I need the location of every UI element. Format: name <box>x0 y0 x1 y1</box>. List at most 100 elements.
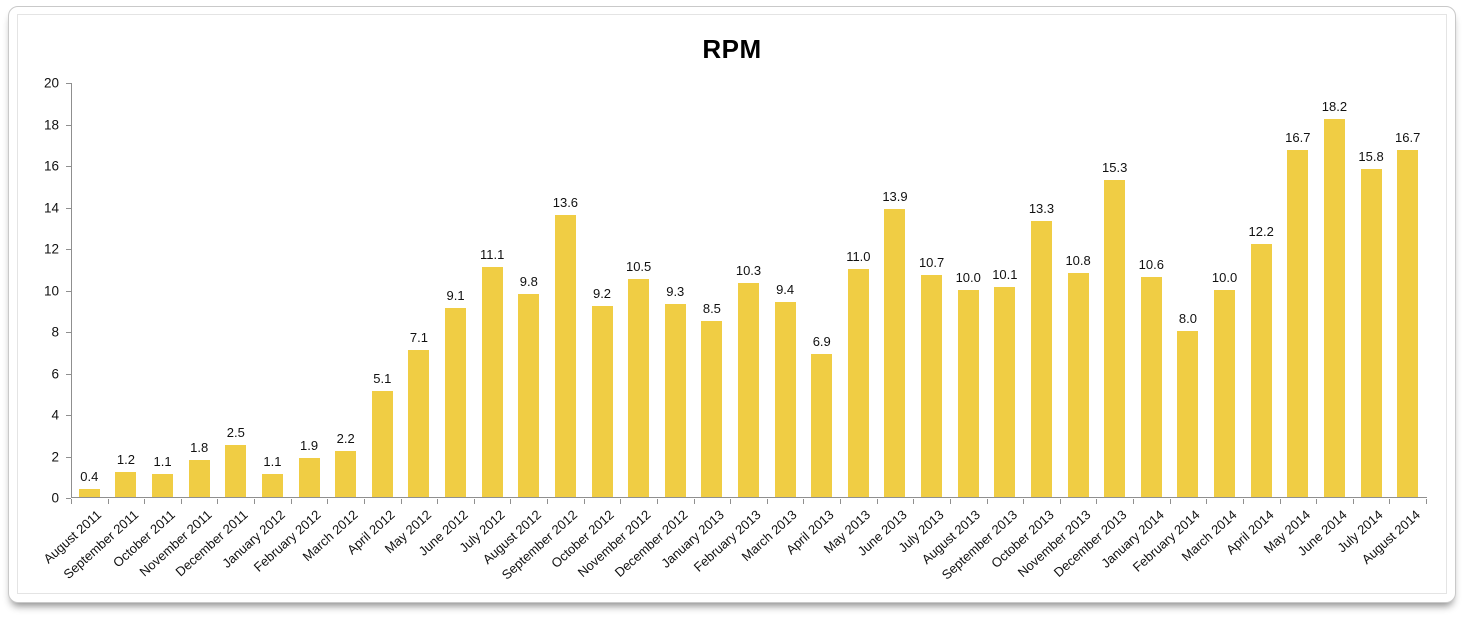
bar <box>1177 331 1199 497</box>
bar-value-label: 1.1 <box>153 454 172 470</box>
bar <box>554 214 576 497</box>
bar <box>298 457 320 497</box>
x-axis-tick <box>71 499 72 504</box>
x-axis-tick <box>949 499 951 504</box>
y-axis-tick-label: 10 <box>43 283 59 298</box>
bar <box>225 445 247 497</box>
x-axis-tick <box>437 499 439 504</box>
x-axis-line <box>71 497 1427 498</box>
x-axis-tick <box>693 499 695 504</box>
y-axis-tick-label: 16 <box>43 158 59 174</box>
bar-value-label: 10.0 <box>955 269 981 285</box>
x-axis-tick <box>583 499 585 504</box>
bar-value-label: 2.2 <box>336 431 355 447</box>
y-axis-tick-label: 2 <box>51 449 59 464</box>
x-axis-tick <box>254 499 256 504</box>
x-axis-tick <box>803 499 805 504</box>
bar-value-label: 1.1 <box>263 454 282 470</box>
x-axis-tick <box>1389 499 1391 504</box>
bar <box>957 289 979 497</box>
x-axis-tick <box>217 499 219 504</box>
bar-value-label: 1.2 <box>116 452 135 468</box>
x-axis-tick <box>1352 499 1354 504</box>
x-axis-tick <box>1426 499 1427 504</box>
bar-value-label: 9.8 <box>519 273 538 289</box>
bar-value-label: 9.4 <box>776 281 795 297</box>
x-axis-tick <box>107 499 109 504</box>
x-axis-tick <box>180 499 182 504</box>
bar-value-label: 13.3 <box>1028 201 1055 217</box>
y-axis-tick-label: 18 <box>43 117 59 132</box>
y-axis-tick-label: 20 <box>43 75 59 91</box>
bar <box>1140 277 1162 497</box>
bar-value-label: 13.9 <box>882 188 908 204</box>
y-axis-tick <box>66 498 71 499</box>
y-axis-tick <box>66 83 71 84</box>
y-axis-tick <box>66 373 71 375</box>
bar <box>884 208 906 497</box>
bar <box>738 283 759 497</box>
bar-value-label: 18.2 <box>1321 99 1348 115</box>
y-axis-tick-label: 12 <box>43 241 59 257</box>
bar <box>847 268 869 497</box>
x-axis-tick <box>1316 499 1318 504</box>
x-axis-tick <box>473 499 475 504</box>
x-axis-tick <box>144 499 146 504</box>
bar-value-label: 0.4 <box>80 468 99 484</box>
bar <box>774 301 796 497</box>
bar-value-label: 12.2 <box>1248 223 1274 239</box>
x-axis-tick <box>1133 499 1135 504</box>
y-axis-tick <box>66 332 71 333</box>
x-axis-tick <box>363 499 365 504</box>
bar <box>1104 179 1126 497</box>
bar-value-label: 8.0 <box>1178 311 1197 326</box>
x-axis-tick <box>1206 499 1208 504</box>
bar-value-label: 2.5 <box>226 425 245 441</box>
bar-value-label: 6.9 <box>812 333 831 349</box>
x-axis-tick <box>290 499 292 504</box>
bar-value-label: 10.0 <box>1211 269 1238 285</box>
x-axis-tick <box>730 499 732 504</box>
y-axis-tick <box>66 249 71 250</box>
bar-value-label: 8.5 <box>702 300 721 316</box>
x-axis-tick <box>510 499 512 504</box>
bar <box>1287 150 1309 497</box>
bar-value-label: 9.1 <box>446 288 465 304</box>
x-axis-tick <box>1279 499 1281 504</box>
bar <box>518 293 540 497</box>
x-axis-tick <box>327 499 329 504</box>
bar-value-label: 10.6 <box>1138 257 1164 273</box>
chart-card: RPM 0 2 4 6 8 10 12 14 16 18 20 0.4 August 2011 1.2 Se… <box>8 6 1456 603</box>
y-axis-line <box>71 83 72 498</box>
y-axis-tick-label: 0 <box>51 490 59 506</box>
bar <box>115 472 137 497</box>
bar <box>1360 169 1382 497</box>
bar-value-label: 9.2 <box>592 286 612 302</box>
bar-value-label: 13.6 <box>552 194 579 210</box>
bar <box>188 459 210 497</box>
bar-value-label: 9.3 <box>666 284 685 300</box>
bar-value-label: 11.0 <box>846 248 871 264</box>
y-axis-tick <box>66 290 71 292</box>
bar <box>1250 243 1272 497</box>
bar-value-label: 10.8 <box>1065 252 1091 268</box>
x-axis-tick <box>1242 499 1244 504</box>
y-axis-tick <box>66 166 71 167</box>
bar <box>152 474 174 497</box>
bar <box>1030 221 1052 497</box>
x-axis-tick <box>1059 499 1061 504</box>
bar-value-label: 16.7 <box>1285 130 1311 146</box>
x-axis-tick <box>1096 499 1098 504</box>
bar <box>335 451 357 497</box>
bar-value-label: 15.8 <box>1358 149 1384 165</box>
bar <box>261 474 283 497</box>
y-axis-tick <box>66 456 71 458</box>
y-axis-tick-label: 6 <box>51 366 59 381</box>
x-axis-tick <box>400 499 402 504</box>
y-axis-tick-label: 4 <box>51 407 59 423</box>
y-axis-tick <box>66 124 71 126</box>
bar <box>1067 272 1089 497</box>
x-axis-tick <box>1023 499 1025 504</box>
bar <box>1397 150 1419 497</box>
bar <box>664 304 686 497</box>
